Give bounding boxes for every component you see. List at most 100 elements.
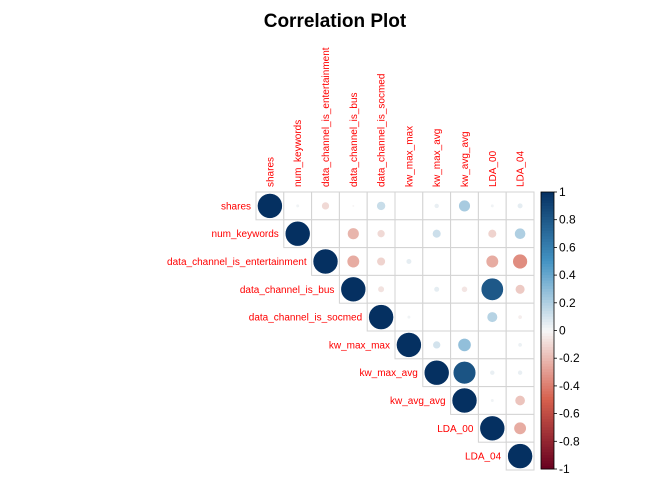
grid-cell bbox=[422, 247, 452, 276]
colorbar-segment bbox=[541, 280, 554, 284]
row-label: kw_max_avg bbox=[359, 368, 417, 379]
colorbar-segment bbox=[541, 225, 554, 229]
column-labels: shares num_keywords data_channel_is_entert… bbox=[265, 47, 526, 187]
correlation-circle bbox=[452, 361, 477, 385]
colorbar-segment bbox=[541, 216, 554, 221]
correlation-circle bbox=[433, 286, 440, 293]
column-label: num_keywords bbox=[293, 120, 304, 187]
colorbar-segment bbox=[541, 330, 554, 334]
correlation-circle bbox=[405, 258, 412, 265]
colorbar-segment bbox=[541, 449, 554, 453]
correlation-circle bbox=[514, 227, 526, 240]
column-label: LDA_04 bbox=[516, 150, 527, 187]
correlation-circle bbox=[451, 387, 478, 414]
colorbar-segment bbox=[541, 416, 554, 420]
colorbar-segment bbox=[541, 338, 554, 342]
colorbar-segment bbox=[541, 236, 554, 240]
colorbar-segment bbox=[541, 424, 554, 428]
colorbar-segment bbox=[541, 250, 554, 254]
colorbar-segment bbox=[541, 244, 554, 248]
colorbar-segment bbox=[541, 197, 554, 201]
correlation-circle bbox=[312, 248, 339, 275]
colorbar-segment bbox=[541, 396, 554, 401]
colorbar-segment bbox=[541, 441, 554, 445]
colorbar-segment bbox=[541, 394, 554, 398]
row-label: kw_max_max bbox=[329, 340, 390, 351]
colorbar-segment bbox=[541, 380, 554, 384]
column-label: kw_avg_avg bbox=[460, 131, 471, 187]
colorbar: 1 0.8 0.6 0.4 0.2 0 -0.2 -0.4 -0.6 -0.8 -1 bbox=[540, 185, 580, 476]
colorbar-segment bbox=[541, 252, 554, 257]
colorbar-segment bbox=[541, 355, 554, 359]
colorbar-segment bbox=[541, 300, 554, 304]
correlation-circle bbox=[376, 256, 386, 267]
colorbar-segment bbox=[541, 446, 554, 451]
correlation-circles bbox=[257, 193, 533, 469]
colorbar-segment bbox=[541, 399, 554, 403]
correlation-circle bbox=[406, 315, 411, 320]
correlation-circle bbox=[295, 203, 300, 208]
correlation-circle bbox=[377, 285, 385, 293]
colorbar-segment bbox=[541, 319, 554, 323]
colorbar-segment bbox=[541, 419, 554, 423]
colorbar-segment bbox=[541, 336, 554, 340]
correlation-circle bbox=[423, 359, 450, 386]
colorbar-segment bbox=[541, 228, 554, 232]
correlation-circle bbox=[433, 203, 440, 209]
column-label: data_channel_is_entertainment bbox=[321, 47, 332, 187]
correlation-circle bbox=[347, 227, 360, 240]
row-label: data_channel_is_socmed bbox=[249, 313, 362, 324]
colorbar-segment bbox=[541, 266, 554, 270]
correlation-circle bbox=[396, 332, 422, 358]
colorbar-segment bbox=[541, 294, 554, 298]
column-label: data_channel_is_socmed bbox=[377, 74, 388, 187]
colorbar-segment bbox=[541, 463, 554, 467]
colorbar-segment bbox=[541, 460, 554, 464]
colorbar-segment bbox=[541, 324, 554, 329]
colorbar-segment bbox=[541, 208, 554, 212]
column-label: kw_max_avg bbox=[432, 129, 443, 187]
colorbar-segment bbox=[541, 327, 554, 331]
colorbar-segment bbox=[541, 239, 554, 243]
colorbar-segment bbox=[541, 372, 554, 376]
colorbar-segment bbox=[541, 383, 554, 387]
colorbar-segment bbox=[541, 391, 554, 395]
colorbar-segment bbox=[541, 269, 554, 273]
colorbar-segment bbox=[541, 255, 554, 259]
colorbar-segment bbox=[541, 377, 554, 381]
colorbar-tick-label: -0.6 bbox=[559, 407, 580, 421]
row-labels: shares num_keywords data_channel_is_entert… bbox=[167, 201, 502, 462]
colorbar-segment bbox=[541, 410, 554, 414]
colorbar-segment bbox=[541, 360, 554, 365]
colorbar-segment bbox=[541, 241, 554, 246]
colorbar-segment bbox=[541, 358, 554, 362]
colorbar-segment bbox=[541, 283, 554, 287]
colorbar-segment bbox=[541, 402, 554, 406]
colorbar-segment bbox=[541, 316, 554, 320]
correlation-circle bbox=[485, 254, 499, 269]
colorbar-segment bbox=[541, 305, 554, 309]
column-label: kw_max_max bbox=[404, 126, 415, 187]
correlation-circle bbox=[376, 229, 386, 238]
colorbar-segment bbox=[541, 444, 554, 448]
colorbar-segment bbox=[541, 194, 554, 198]
colorbar-segment bbox=[541, 363, 554, 367]
colorbar-tick-label: 1 bbox=[559, 185, 566, 199]
grid-cell bbox=[450, 219, 479, 249]
colorbar-segment bbox=[541, 457, 554, 462]
colorbar-segment bbox=[541, 222, 554, 226]
correlation-circle bbox=[432, 229, 442, 239]
correlation-circle bbox=[490, 203, 495, 208]
correlation-circle bbox=[490, 398, 495, 403]
correlation-circle bbox=[479, 415, 506, 442]
correlation-circle bbox=[284, 220, 311, 247]
colorbar-segment bbox=[541, 247, 554, 251]
colorbar-segment bbox=[541, 374, 554, 378]
row-label: LDA_00 bbox=[437, 424, 474, 435]
colorbar-segment bbox=[541, 203, 554, 207]
correlation-circle bbox=[376, 201, 386, 211]
colorbar-segment bbox=[541, 341, 554, 345]
colorbar-segment bbox=[541, 347, 554, 351]
colorbar-segment bbox=[541, 438, 554, 442]
